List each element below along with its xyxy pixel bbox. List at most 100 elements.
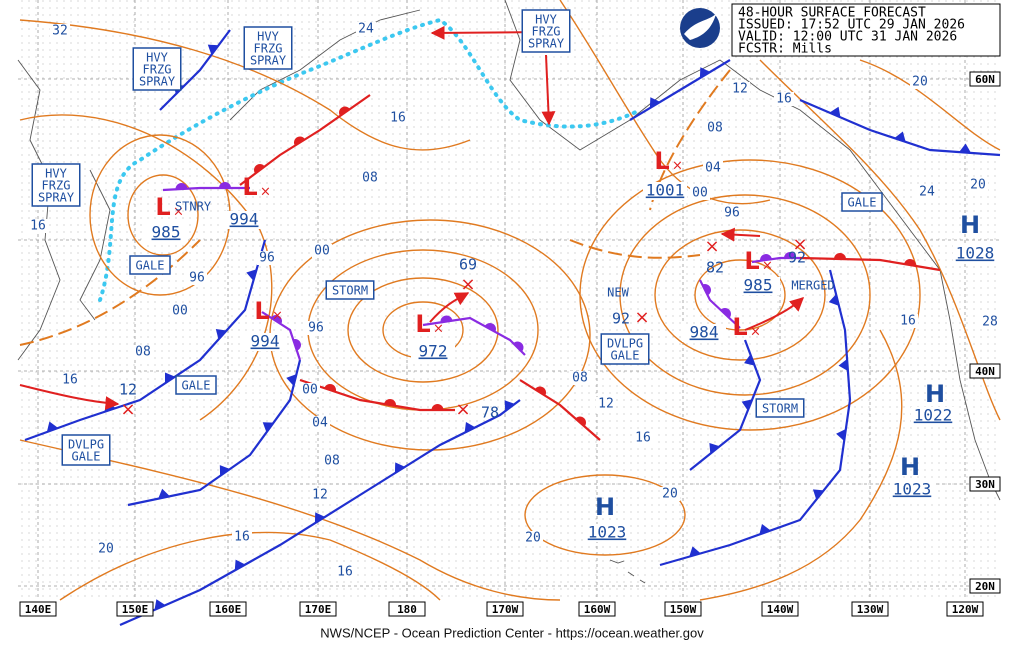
warning-text: HVY — [45, 167, 67, 181]
isobar-label-bg — [60, 373, 80, 387]
center-pressure: 994 — [230, 210, 259, 229]
isobar-label: 96 — [189, 271, 205, 286]
isobars — [19, 0, 1001, 601]
front-symbol — [234, 559, 246, 571]
warning-box — [841, 192, 883, 212]
longitude-label: 140E — [25, 603, 52, 616]
isobar-label-bg — [310, 488, 330, 502]
front-symbol — [464, 421, 476, 433]
isobar-label-bg — [96, 542, 116, 556]
isobar-label-bg — [133, 345, 153, 359]
isobar-label-bg — [633, 431, 653, 445]
forecast-x: × — [634, 307, 649, 328]
front-line — [799, 256, 941, 272]
isobar-label-bg — [523, 531, 543, 545]
isobar-label: 12 — [732, 82, 748, 97]
map-label: STNRY — [175, 200, 212, 214]
warning-text: GALE — [72, 450, 101, 464]
longitude-box — [851, 601, 889, 617]
isobar-label-bg — [356, 22, 376, 36]
isobar-label-bg — [187, 271, 207, 285]
noaa-logo-bird — [684, 14, 716, 40]
center-symbol: L — [654, 147, 669, 175]
warning-text: HVY — [146, 51, 168, 65]
center-symbol: L — [254, 297, 269, 325]
isobar-label: 00 — [172, 304, 188, 319]
latitude-label: 30N — [975, 478, 995, 491]
isobar-label: 20 — [970, 178, 986, 193]
longitude-box — [486, 601, 524, 617]
isobar-label: 12 — [312, 488, 328, 503]
isobar-label: 20 — [912, 75, 928, 90]
longitude-box — [946, 601, 984, 617]
front-symbol — [575, 416, 586, 427]
center-symbol: H — [925, 380, 945, 408]
center-pressure-bg — [643, 182, 687, 200]
isobar-label-bg — [705, 121, 725, 135]
longitude-label: 170W — [492, 603, 519, 616]
front-symbol — [246, 269, 257, 281]
front-symbol — [154, 599, 166, 610]
isobar-label-bg — [310, 416, 330, 430]
front-symbol — [829, 106, 841, 118]
front-symbol — [394, 462, 406, 474]
front-symbol — [254, 164, 265, 174]
center-x: × — [260, 185, 271, 200]
longitude-box — [578, 601, 616, 617]
footer: NWS/NCEP - Ocean Prediction Center - htt… — [320, 625, 704, 640]
header-line: FCSTR: Mills — [738, 42, 832, 57]
header-line: ISSUED: 17:52 UTC 29 JAN 2026 — [738, 18, 965, 33]
center-pressure-bg — [736, 277, 780, 295]
longitude-label: 130W — [857, 603, 884, 616]
header-line: VALID: 12:00 UTC 31 JAN 2026 — [738, 30, 957, 45]
center-pressure-bg — [144, 224, 188, 242]
warning-text: FRZG — [532, 25, 561, 39]
forecast-pressure: 92 — [612, 310, 630, 328]
warning-text: SPRAY — [139, 75, 176, 89]
center-symbol: H — [900, 453, 920, 481]
isobar-label-bg — [703, 161, 723, 175]
front-symbol — [46, 421, 59, 433]
warning-box — [243, 26, 293, 70]
map-label: MERGED — [791, 279, 834, 293]
isobar-label: 12 — [598, 397, 614, 412]
longitude-label: 170E — [305, 603, 332, 616]
front-line — [659, 269, 852, 567]
front-symbol — [702, 284, 711, 296]
warning-text: SPRAY — [528, 37, 565, 51]
isobar-label: 16 — [234, 530, 250, 545]
center-pressure-bg — [911, 407, 955, 425]
longitude-box — [116, 601, 154, 617]
longitude-box — [19, 601, 57, 617]
forecast-pressure: 92 — [788, 249, 806, 267]
center-pressure-bg — [243, 333, 287, 351]
front-line — [519, 379, 601, 441]
forecast-pressure: 78 — [481, 404, 499, 422]
front-symbol — [828, 294, 839, 306]
isobar-label-bg — [722, 206, 742, 220]
isobar-label-bg — [28, 219, 48, 233]
center-pressure: 985 — [744, 276, 773, 295]
forecast-x: × — [460, 274, 475, 295]
forecast-x: × — [455, 399, 470, 420]
center-pressure-bg — [953, 245, 997, 263]
isobar-label: 04 — [312, 416, 328, 431]
isobar-label: 20 — [662, 487, 678, 502]
warning-box — [61, 434, 111, 466]
center-symbol: H — [595, 493, 615, 521]
isobar-label-bg — [300, 383, 320, 397]
longitude-box — [761, 601, 799, 617]
front-symbol — [812, 489, 824, 500]
front-symbol — [904, 259, 916, 266]
front-symbol — [293, 339, 301, 351]
warning-box — [175, 375, 217, 395]
center-pressure: 1001 — [646, 181, 685, 200]
center-pressure: 1023 — [893, 480, 932, 499]
front-symbol — [314, 512, 326, 524]
isobar-label-bg — [730, 82, 750, 96]
forecast-pressure: 82 — [706, 259, 724, 277]
front-symbol — [838, 359, 848, 371]
forecast-x: × — [704, 236, 719, 257]
isobar-label-bg — [910, 75, 930, 89]
